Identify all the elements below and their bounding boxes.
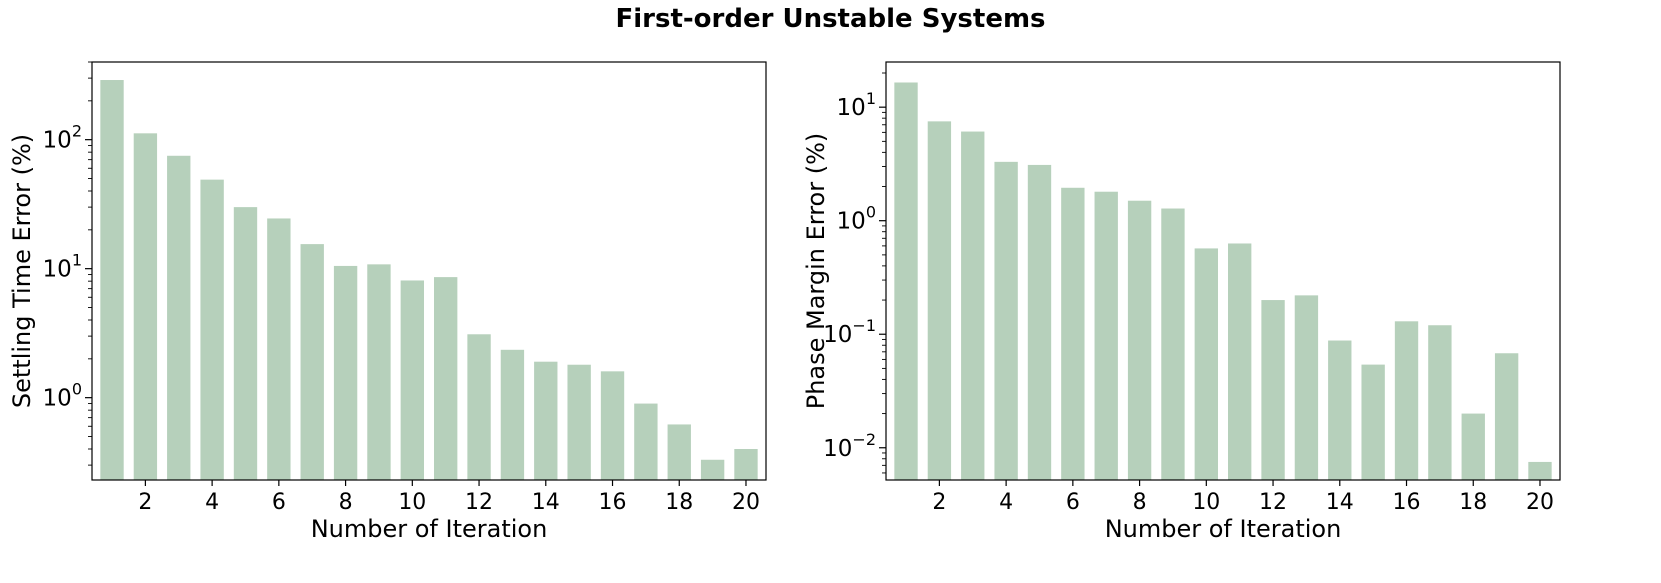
bar-1-10: [400, 280, 424, 480]
y-axis-label: Settling Time Error (%): [8, 134, 36, 408]
bar-1-18: [667, 424, 691, 480]
y-tick-label: 101: [837, 89, 876, 121]
bar-2-13: [1294, 295, 1319, 480]
bar-2-10: [1194, 248, 1218, 480]
bar-1-5: [233, 207, 258, 480]
bar-1-6: [267, 218, 291, 480]
x-tick-label: 8: [339, 490, 353, 515]
bar-2-6: [1061, 187, 1085, 480]
bar-1-7: [300, 244, 324, 480]
x-tick-label: 10: [398, 490, 426, 515]
y-tick-label: 101: [43, 251, 82, 283]
y-axis-label: Phase Margin Error (%): [802, 133, 830, 410]
chart-panel-2: 2 4 6 8 10 12 14 16 18 20 10−2 10−1 100 101 Number of …: [802, 61, 1561, 543]
x-tick-label: 18: [1459, 490, 1487, 515]
bar-2-12: [1261, 300, 1285, 480]
plot-frame: [91, 61, 767, 481]
x-tick-label: 20: [732, 490, 760, 515]
x-tick-label: 10: [1192, 490, 1220, 515]
chart-panel-1: 2 4 6 8 10 12 14 16 18 20 100 101 102 Number of Itera…: [8, 61, 767, 543]
bar-2-16: [1394, 321, 1419, 480]
y-tick-label: 10−1: [823, 316, 876, 348]
x-tick-label: 16: [599, 490, 627, 515]
bar-1-13: [500, 349, 525, 480]
x-tick-label: 6: [1066, 490, 1080, 515]
bar-2-4: [994, 161, 1018, 480]
bar-1-4: [200, 179, 224, 480]
y-tick-label: 100: [43, 380, 82, 412]
bar-2-5: [1027, 164, 1052, 481]
bar-1-20: [734, 449, 758, 480]
bar-1-16: [600, 371, 625, 480]
bar-1-14: [534, 361, 558, 480]
x-axis-label: Number of Iteration: [1105, 515, 1342, 543]
y-tick-label: 10−2: [823, 430, 876, 462]
x-tick-label: 2: [932, 490, 946, 515]
x-tick-label: 6: [272, 490, 286, 515]
bar-1-12: [467, 334, 491, 480]
bar-2-9: [1161, 208, 1185, 480]
bar-2-7: [1094, 191, 1118, 480]
bar-1-19: [700, 459, 725, 480]
bar-1-9: [367, 264, 391, 480]
bar-1-2: [133, 133, 158, 480]
x-tick-label: 2: [138, 490, 152, 515]
bar-2-15: [1361, 364, 1385, 480]
x-tick-label: 14: [1326, 490, 1354, 515]
bar-2-3: [961, 131, 985, 481]
bar-2-8: [1127, 200, 1152, 480]
y-tick-label: 102: [43, 122, 82, 154]
y-tick-label: 100: [837, 203, 876, 235]
x-tick-label: 4: [205, 490, 219, 515]
x-tick-label: 4: [999, 490, 1013, 515]
x-tick-label: 16: [1393, 490, 1421, 515]
bar-1-17: [634, 403, 658, 480]
x-tick-label: 14: [532, 490, 560, 515]
x-tick-label: 8: [1133, 490, 1147, 515]
bar-2-20: [1528, 461, 1552, 480]
bar-2-1: [894, 82, 918, 481]
x-tick-label: 18: [665, 490, 693, 515]
bar-1-1: [100, 80, 124, 481]
plot-frame: [885, 61, 1561, 481]
bar-2-11: [1228, 243, 1252, 480]
bar-2-18: [1461, 413, 1485, 480]
x-tick-label: 20: [1526, 490, 1554, 515]
x-axis-label: Number of Iteration: [311, 515, 548, 543]
bar-1-11: [434, 277, 458, 480]
bar-2-2: [927, 121, 952, 481]
bar-1-8: [333, 265, 358, 480]
bar-1-3: [167, 155, 191, 480]
figure-title: First-order Unstable Systems: [615, 4, 1046, 34]
x-tick-label: 12: [1259, 490, 1287, 515]
bar-1-15: [567, 364, 591, 480]
bar-2-19: [1494, 353, 1519, 480]
bar-2-14: [1328, 340, 1352, 480]
bar-2-17: [1428, 325, 1452, 480]
x-tick-label: 12: [465, 490, 493, 515]
